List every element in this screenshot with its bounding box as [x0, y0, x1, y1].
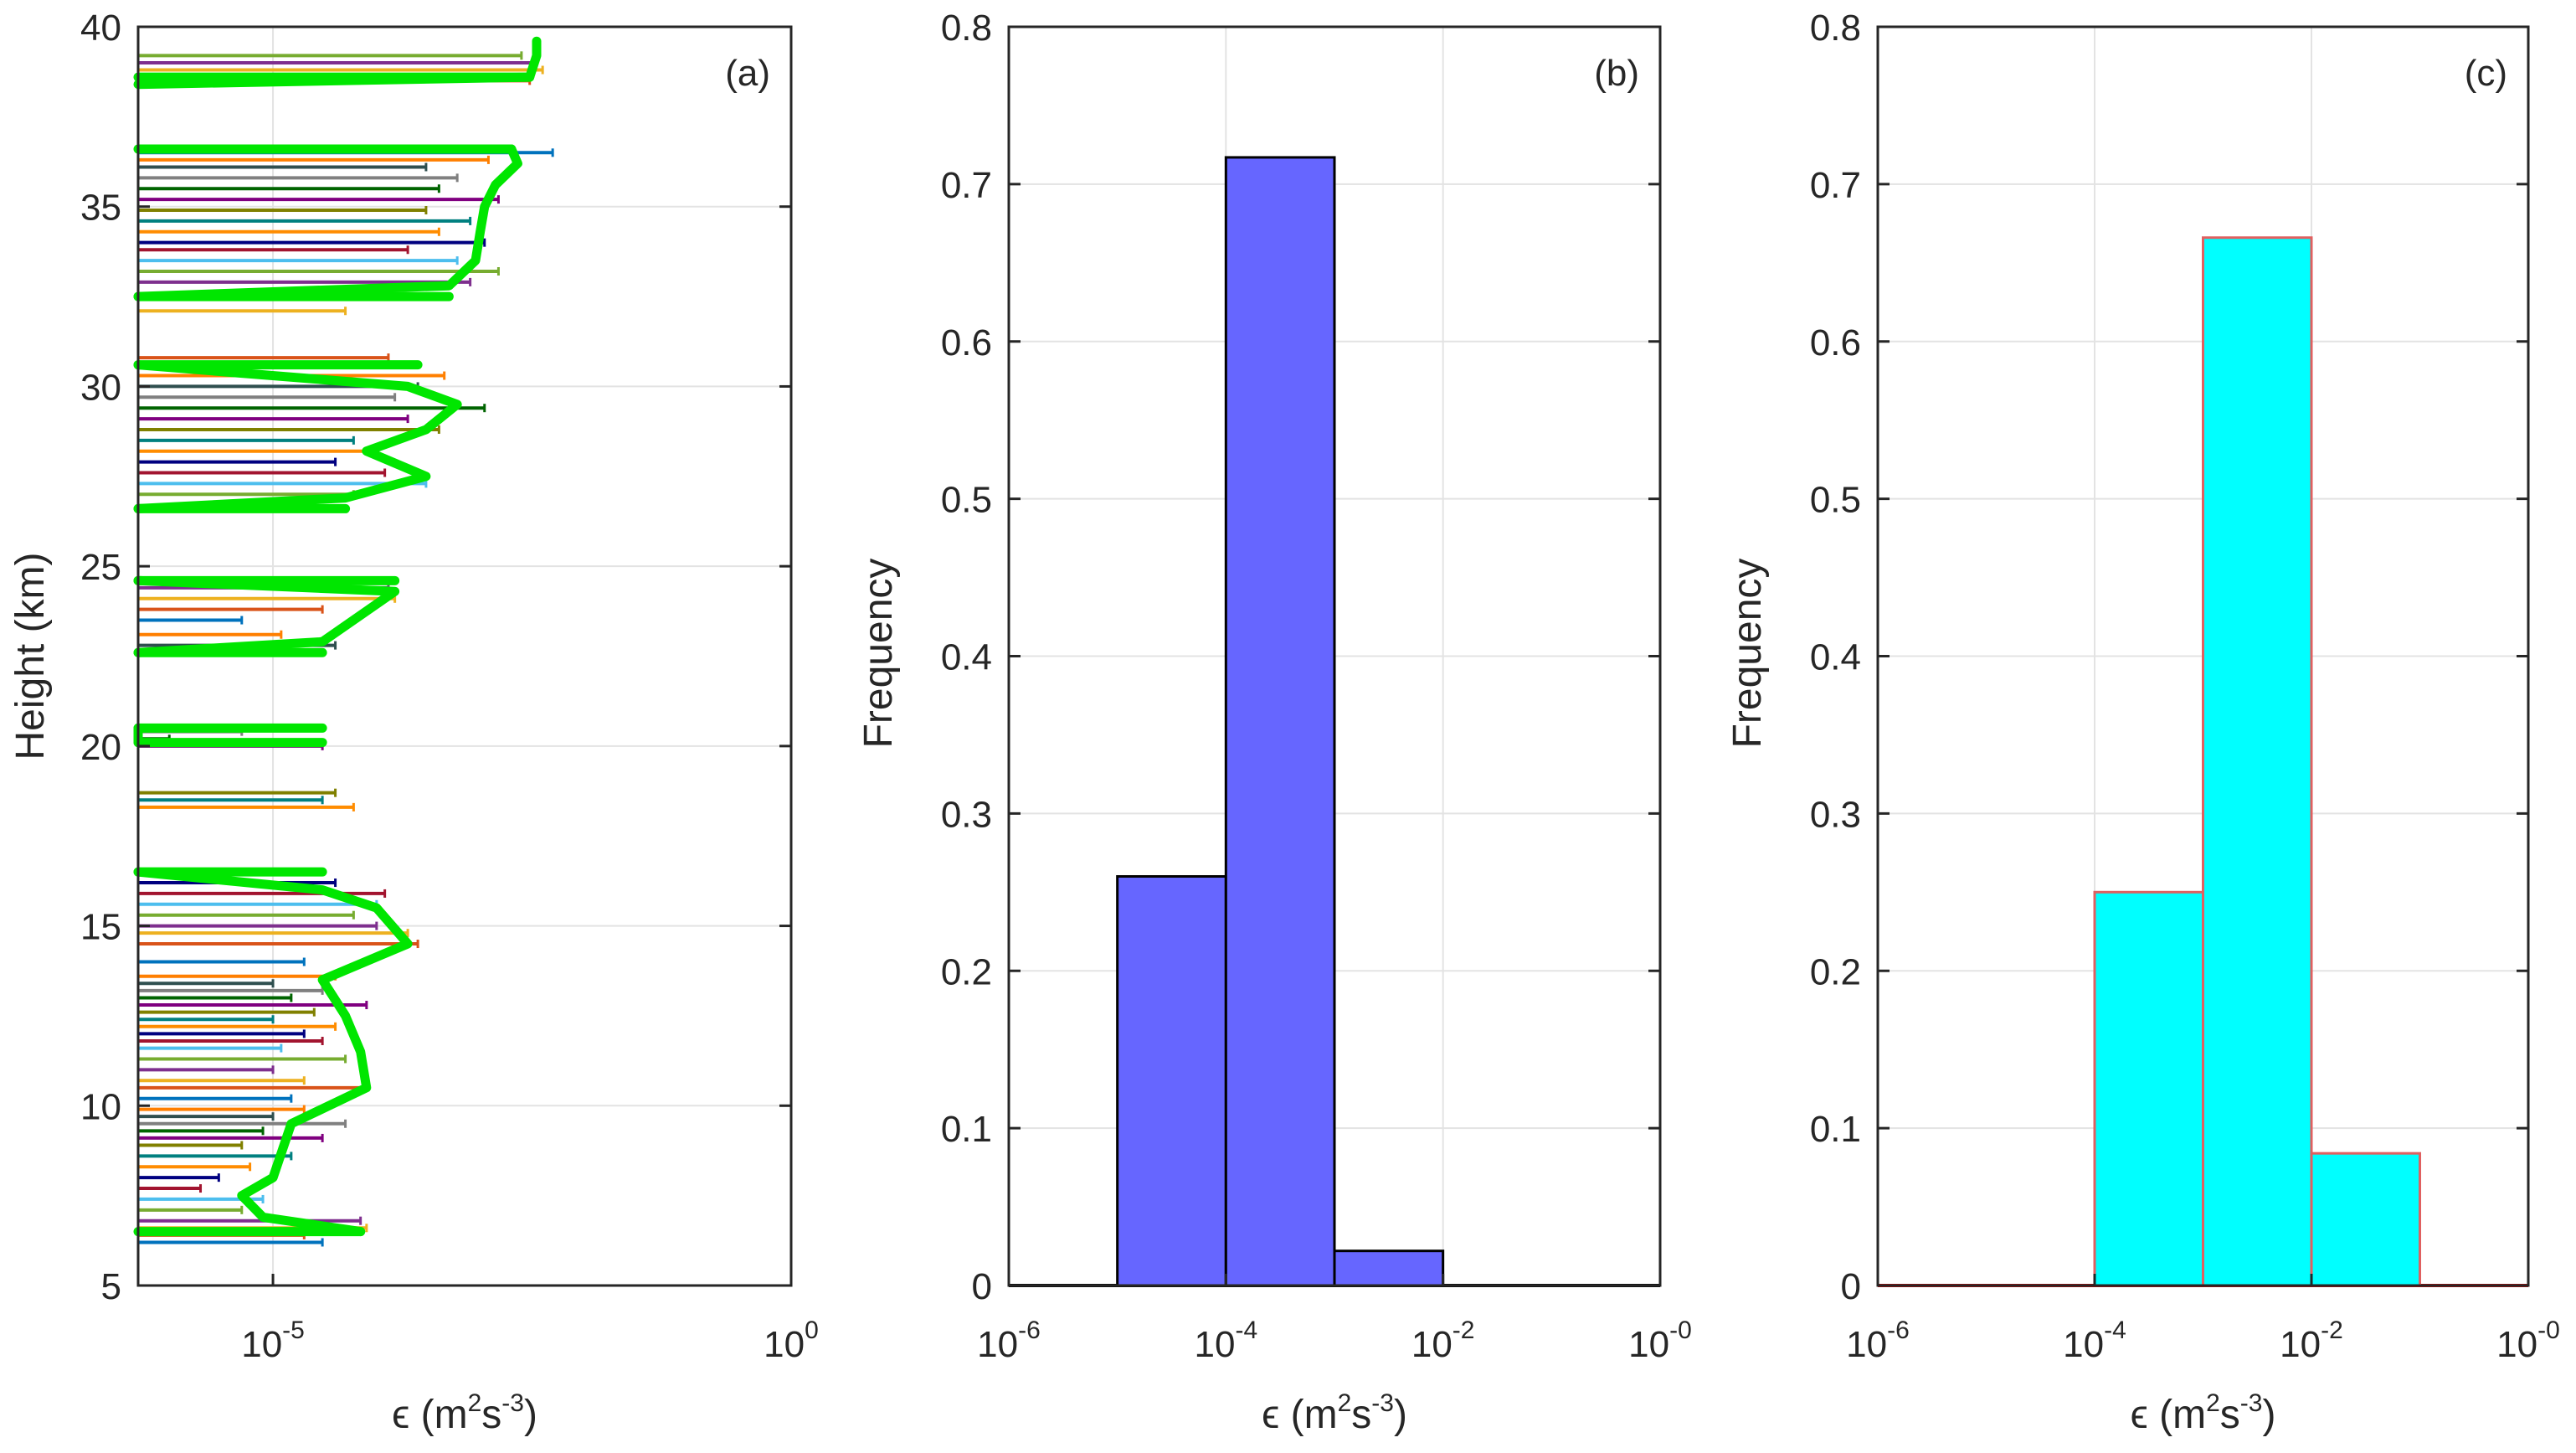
panel-label: (a)	[725, 53, 770, 94]
y-tick-label: 25	[80, 547, 121, 588]
y-tick-label: 0.1	[1810, 1109, 1861, 1150]
y-tick-label: 0.4	[1810, 637, 1861, 678]
x-tick-label: 10-2	[2280, 1316, 2343, 1365]
x-tick-label: 10-4	[2063, 1316, 2126, 1365]
x-axis-title: ϵ (m2s-3)	[1262, 1389, 1407, 1437]
y-tick-label: 0.5	[941, 480, 992, 521]
y-tick-label: 40	[80, 8, 121, 49]
histogram-bar	[2093, 890, 2204, 1287]
y-tick-label: 0.8	[941, 8, 992, 49]
y-axis-title: Frequency	[1725, 559, 1770, 749]
y-tick-label: 0.1	[941, 1109, 992, 1150]
y-tick-label: 10	[80, 1086, 121, 1127]
y-tick-label: 35	[80, 188, 121, 229]
y-tick-label: 0.6	[941, 322, 992, 363]
y-tick-label: 0	[972, 1266, 992, 1307]
x-tick-label: 10-0	[1628, 1316, 1692, 1365]
y-axis-title: Height (km)	[8, 552, 53, 760]
histogram-bar	[1333, 1249, 1445, 1287]
y-tick-label: 0	[1841, 1266, 1861, 1307]
panel-label: (c)	[2465, 53, 2507, 94]
histogram-bar	[2202, 236, 2313, 1287]
x-tick-label: 100	[764, 1316, 819, 1365]
x-tick-label: 10-2	[1411, 1316, 1475, 1365]
y-tick-label: 0.6	[1810, 322, 1861, 363]
y-tick-label: 0.2	[1810, 951, 1861, 992]
x-tick-label: 10-0	[2496, 1316, 2560, 1365]
y-tick-label: 20	[80, 727, 121, 768]
x-axis-title: ϵ (m2s-3)	[392, 1389, 537, 1437]
y-tick-label: 0.4	[941, 637, 992, 678]
y-tick-label: 15	[80, 907, 121, 948]
panel-b: 0 0.1 0.2 0.3 0.4 0.5 0.6 0.7 0.8 10-6 10-4 10-2 10-…	[856, 8, 1692, 1437]
y-tick-label: 0.3	[1810, 794, 1861, 835]
y-tick-label: 0.7	[941, 165, 992, 206]
mean-profile-line	[133, 144, 522, 301]
y-tick-label: 0.3	[941, 794, 992, 835]
mean-profile-line	[133, 360, 462, 513]
y-tick-label: 0.5	[1810, 480, 1861, 521]
histogram-bar	[1116, 875, 1227, 1287]
x-tick-label: 10-4	[1195, 1316, 1258, 1365]
histogram-bar	[1224, 156, 1336, 1287]
panel-a: 5 10 15 20 25 30 35 40 10-5 100 Height (km) ϵ (m2s-…	[8, 8, 819, 1437]
x-tick-label: 10-6	[1846, 1316, 1910, 1365]
x-tick-label: 10-5	[241, 1316, 305, 1365]
mean-profile-line	[133, 575, 400, 657]
x-axis-title: ϵ (m2s-3)	[2131, 1389, 2276, 1437]
x-tick-label: 10-6	[977, 1316, 1041, 1365]
y-tick-label: 30	[80, 367, 121, 408]
panel-label: (b)	[1594, 53, 1639, 94]
panel-c: 0 0.1 0.2 0.3 0.4 0.5 0.6 0.7 0.8 10-6 10-4 10-2 10-…	[1725, 8, 2560, 1437]
y-axis-title: Frequency	[856, 559, 901, 749]
mean-profile-line	[133, 867, 413, 1237]
y-tick-label: 0.8	[1810, 8, 1861, 49]
axes-box	[136, 25, 793, 1287]
y-tick-label: 0.2	[941, 951, 992, 992]
histogram-bar	[2310, 1152, 2421, 1287]
y-tick-label: 5	[101, 1266, 121, 1307]
y-tick-label: 0.7	[1810, 165, 1861, 206]
